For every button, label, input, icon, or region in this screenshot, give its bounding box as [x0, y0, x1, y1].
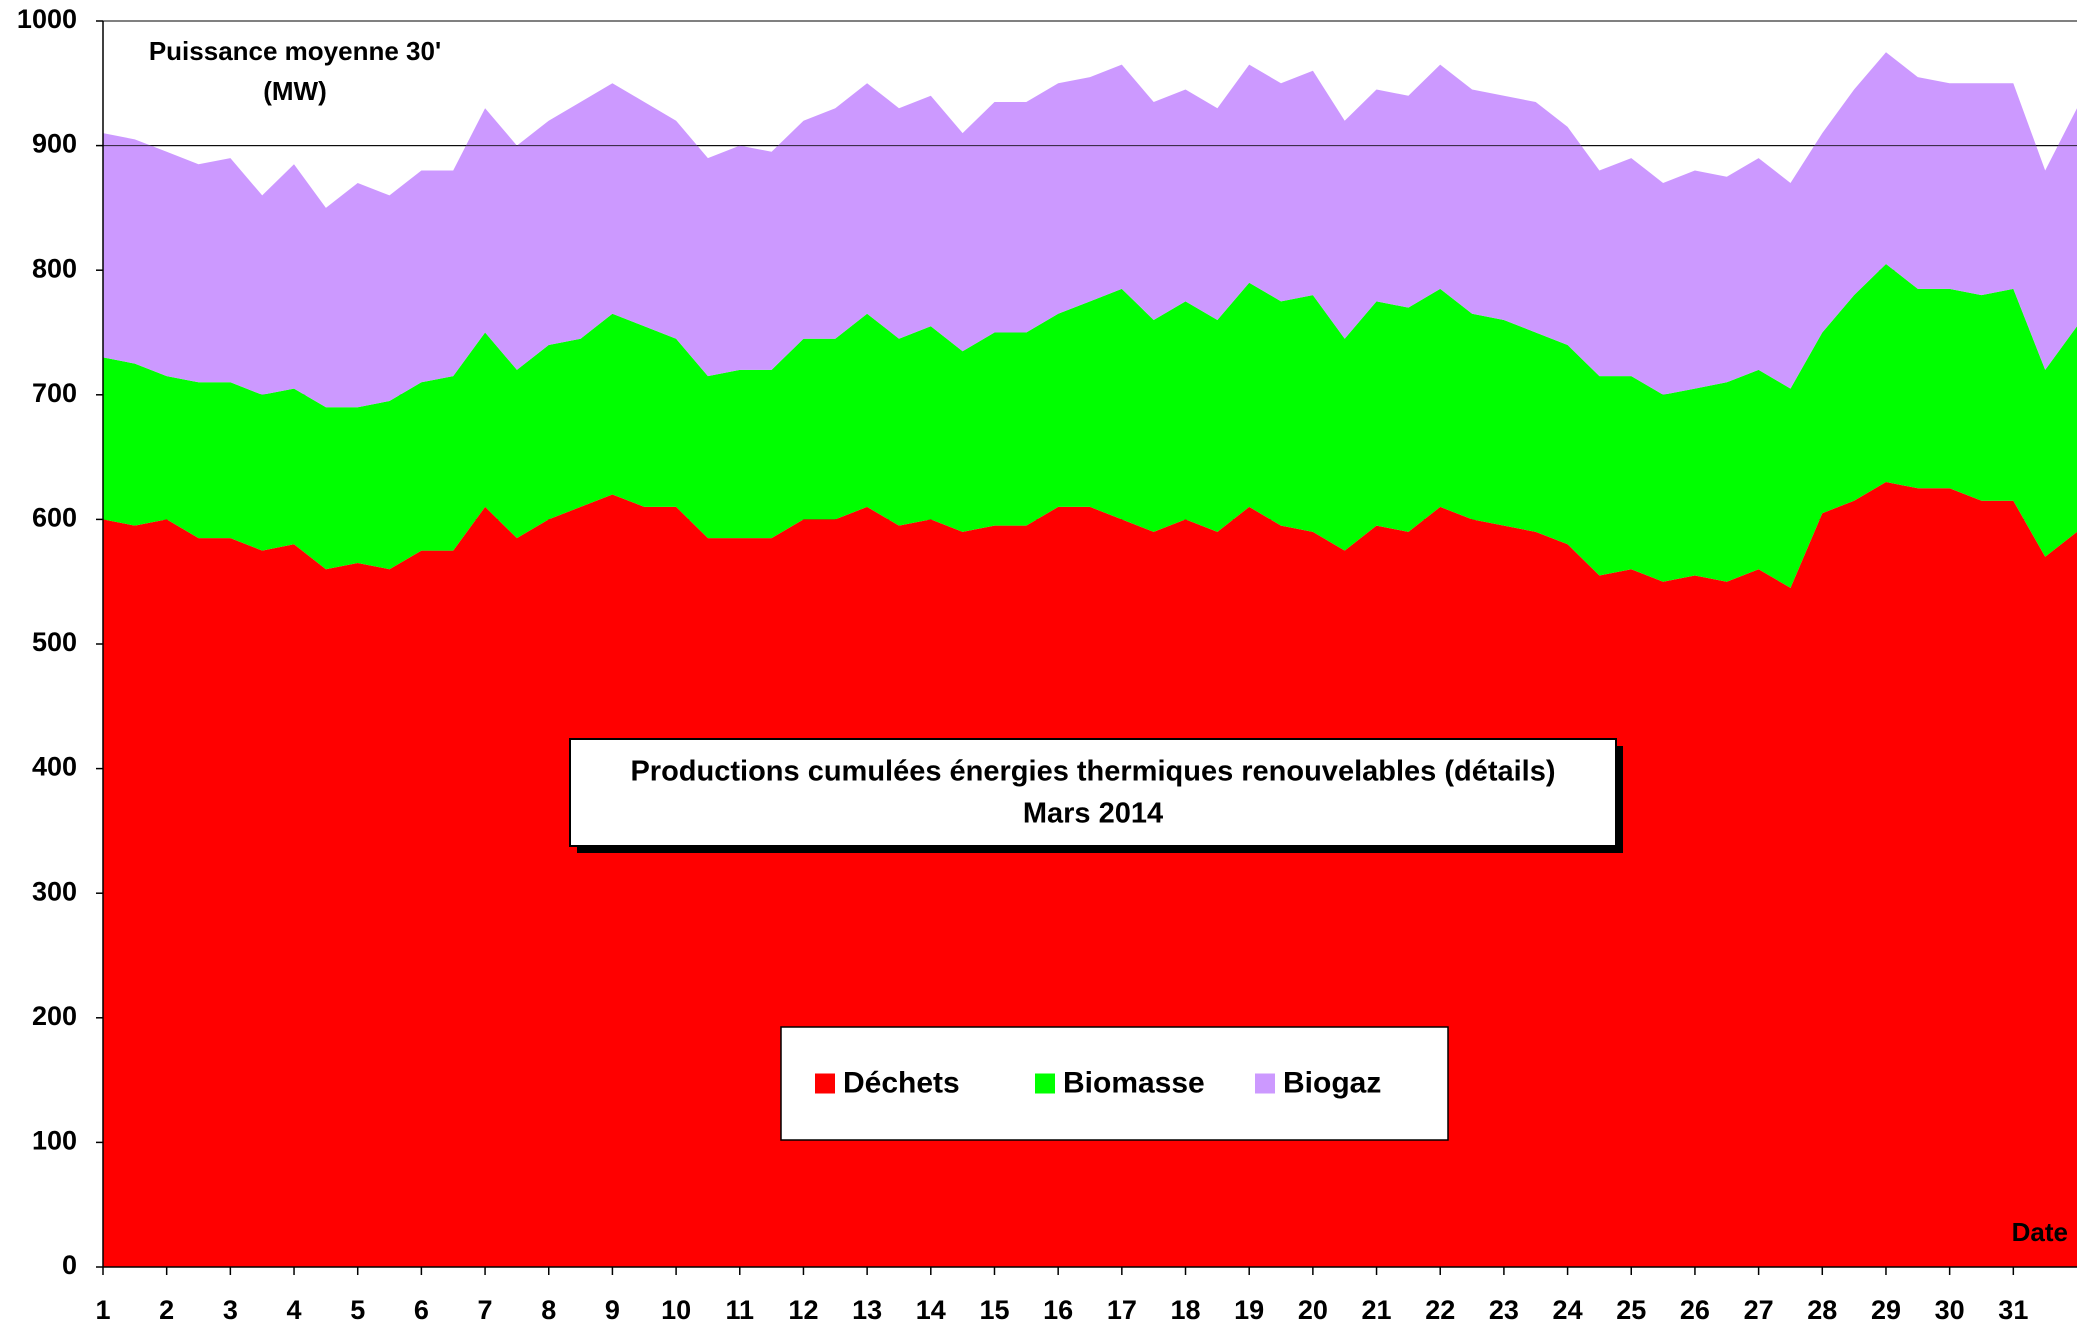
- y-tick-label: 600: [32, 503, 77, 533]
- x-tick-label: 10: [661, 1295, 691, 1324]
- x-tick-label: 22: [1425, 1295, 1455, 1324]
- y-tick-label: 900: [32, 129, 77, 159]
- x-tick-label: 12: [788, 1295, 818, 1324]
- y-tick-label: 300: [32, 876, 77, 906]
- legend-swatch: [815, 1073, 835, 1094]
- x-tick-label: 24: [1553, 1295, 1583, 1324]
- y-tick-label: 400: [32, 752, 77, 782]
- y-tick-label: 100: [32, 1126, 77, 1156]
- x-tick-label: 29: [1871, 1295, 1901, 1324]
- y-tick-label: 0: [62, 1250, 77, 1280]
- x-tick-label: 3: [223, 1295, 238, 1324]
- legend-label: Biomasse: [1063, 1066, 1205, 1099]
- x-tick-label: 18: [1170, 1295, 1200, 1324]
- x-tick-label: 14: [916, 1295, 946, 1324]
- area: [103, 52, 2077, 408]
- x-tick-label: 11: [726, 1295, 755, 1324]
- y-tick-label: 500: [32, 627, 77, 657]
- x-tick-label: 30: [1935, 1295, 1965, 1324]
- y-tick-label: 700: [32, 378, 77, 408]
- x-tick-label: 9: [605, 1295, 620, 1324]
- x-tick-label: 15: [979, 1295, 1009, 1324]
- x-tick-label: 28: [1807, 1295, 1837, 1324]
- x-tick-label: 23: [1489, 1295, 1519, 1324]
- x-tick-label: 21: [1362, 1295, 1392, 1324]
- x-tick-label: 27: [1744, 1295, 1774, 1324]
- legend-box: [780, 1026, 1449, 1141]
- chart-title: Productions cumulées énergies thermiques…: [630, 756, 1555, 788]
- x-tick-label: 26: [1680, 1295, 1710, 1324]
- x-tick-label: 6: [414, 1295, 429, 1324]
- y-axis-label: (MW): [263, 76, 327, 106]
- x-tick-label: 4: [287, 1295, 302, 1324]
- x-tick-label: 31: [1998, 1295, 2028, 1324]
- x-tick-label: 1: [95, 1295, 110, 1324]
- x-tick-label: 2: [159, 1295, 174, 1324]
- x-tick-label: 7: [478, 1295, 493, 1324]
- legend-swatch: [1255, 1073, 1275, 1094]
- x-tick-label: 17: [1107, 1295, 1137, 1324]
- y-tick-label: 200: [32, 1001, 77, 1031]
- y-tick-label: 1000: [17, 4, 77, 34]
- area: [103, 264, 2077, 588]
- x-tick-label: 13: [852, 1295, 882, 1324]
- legend-swatch: [1035, 1073, 1055, 1094]
- x-tick-label: 8: [541, 1295, 556, 1324]
- title-box: [569, 738, 1617, 847]
- area: [103, 482, 2077, 1267]
- x-tick-label: 5: [350, 1295, 365, 1324]
- x-tick-label: 19: [1234, 1295, 1264, 1324]
- y-tick-label: 800: [32, 253, 77, 283]
- x-tick-label: 20: [1298, 1295, 1328, 1324]
- legend-label: Biogaz: [1283, 1066, 1381, 1099]
- x-tick-label: 16: [1043, 1295, 1073, 1324]
- x-tick-label: 25: [1616, 1295, 1646, 1324]
- x-axis-label: Date: [2012, 1217, 2068, 1247]
- y-axis-label: Puissance moyenne 30': [149, 36, 441, 66]
- legend-label: Déchets: [843, 1066, 960, 1099]
- chart-subtitle: Mars 2014: [1023, 798, 1163, 830]
